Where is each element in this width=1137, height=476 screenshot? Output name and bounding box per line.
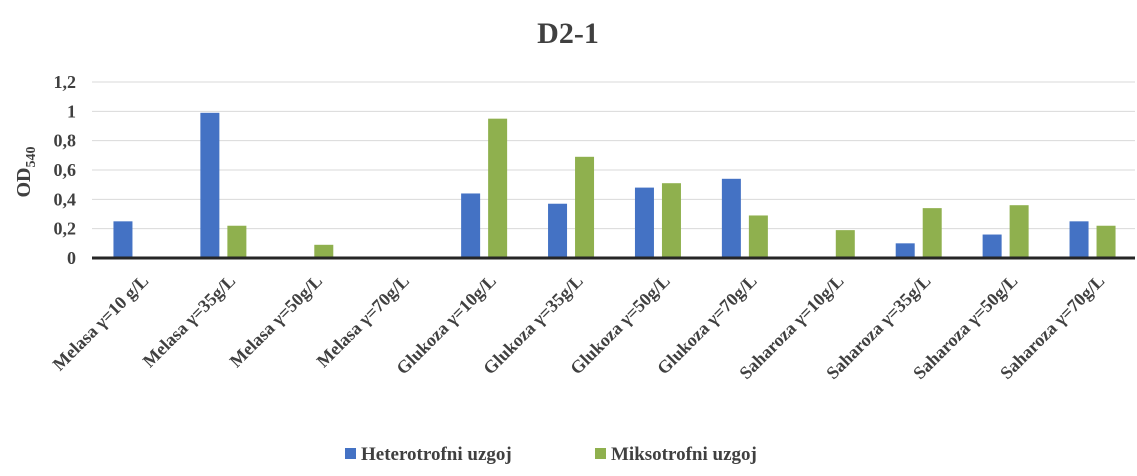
bar-heterotrofni: [1069, 221, 1089, 258]
y-tick-label: 0,6: [54, 160, 77, 180]
bar-miksotrofni: [1096, 225, 1116, 258]
y-tick-label: 0,8: [54, 131, 77, 151]
bar-heterotrofni: [548, 203, 568, 258]
y-tick-label: 0: [67, 248, 76, 268]
y-tick-label: 1,2: [54, 72, 77, 92]
bar-miksotrofni: [835, 230, 855, 258]
bar-miksotrofni: [922, 208, 942, 258]
bar-miksotrofni: [661, 183, 681, 258]
chart-title: D2-1: [537, 17, 599, 50]
bar-miksotrofni: [1009, 205, 1029, 258]
gridlines: [92, 81, 1135, 230]
bar-heterotrofni: [113, 221, 133, 258]
x-category-label: Melasa γ=70g/L: [313, 271, 414, 372]
y-tick-label: 0,4: [54, 189, 77, 209]
bar-heterotrofni: [461, 193, 481, 258]
x-category-label: Melasa γ=50g/L: [226, 271, 327, 372]
y-tick-label: 0,2: [54, 219, 77, 239]
y-axis-ticks: 0 0,2 0,4 0,6 0,8 1 1,2: [54, 72, 77, 268]
bar-miksotrofni: [314, 244, 334, 258]
bar-miksotrofni: [227, 225, 247, 258]
x-category-label: Melasa γ=35g/L: [139, 271, 240, 372]
bar-heterotrofni: [721, 178, 741, 258]
y-axis-label-main: OD: [13, 168, 35, 198]
bar-miksotrofni: [488, 118, 508, 259]
legend: Heterotrofni uzgoj Miksotrofni uzgoj: [345, 444, 757, 465]
bars: [113, 112, 1116, 259]
legend-label: Miksotrofni uzgoj: [611, 444, 757, 465]
legend-label: Heterotrofni uzgoj: [361, 444, 512, 465]
y-axis-label-subscript: 540: [24, 147, 39, 168]
legend-swatch: [345, 448, 356, 459]
legend-swatch: [595, 448, 606, 459]
bar-heterotrofni: [634, 187, 654, 258]
y-tick-label: 1: [67, 101, 76, 121]
bar-heterotrofni: [982, 234, 1002, 258]
bar-heterotrofni: [200, 112, 220, 258]
bar-miksotrofni: [748, 215, 768, 258]
y-axis-label: OD540: [13, 147, 39, 198]
bar-heterotrofni: [895, 243, 915, 258]
x-category-label: Melasa γ=10 g/L: [49, 271, 153, 375]
bar-miksotrofni: [575, 156, 595, 258]
